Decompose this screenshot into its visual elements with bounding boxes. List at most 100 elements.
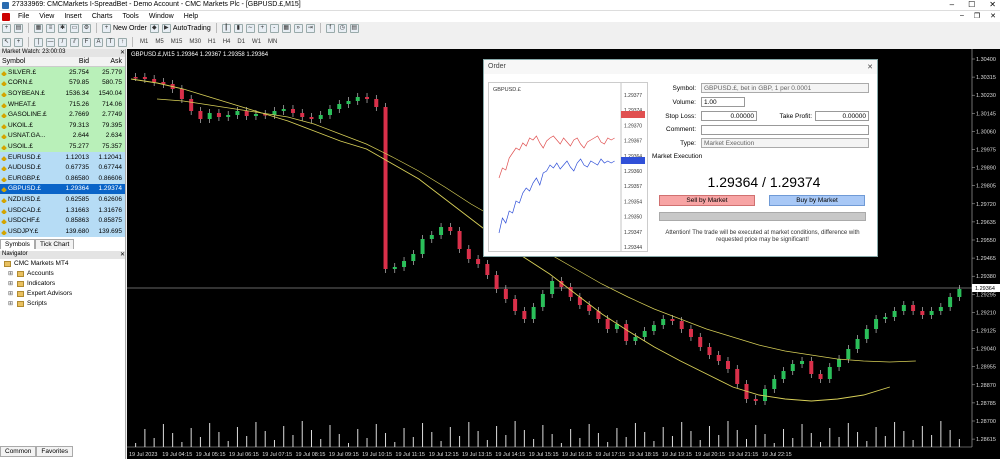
navigator-icon[interactable]: ✱	[58, 23, 67, 33]
line-chart-icon[interactable]: ∼	[245, 23, 255, 33]
zoom-in-icon[interactable]: +	[257, 23, 267, 33]
market-watch-row[interactable]: GBPUSD.£ 1.29364 1.29374	[0, 183, 125, 195]
tf-h4[interactable]: H4	[222, 39, 231, 45]
templates-icon[interactable]: ▤	[349, 23, 359, 33]
channel-icon[interactable]: ⫽	[70, 37, 79, 47]
market-watch-row[interactable]: EURGBP.£ 0.86580 0.86606	[0, 172, 125, 184]
navigator-item-accounts[interactable]: ⊞ Accounts	[0, 269, 125, 279]
stop-loss-input[interactable]: 0.00000	[701, 111, 757, 121]
col-symbol[interactable]: Symbol	[2, 58, 26, 65]
market-watch-row[interactable]: CORN.£ 579.85 580.75	[0, 77, 125, 89]
mdi-minimize-icon[interactable]: –	[959, 12, 964, 19]
take-profit-input[interactable]: 0.00000	[815, 111, 869, 121]
market-watch-row[interactable]: EURUSD.£ 1.12013 1.12041	[0, 151, 125, 163]
indicators-icon[interactable]: f	[325, 23, 335, 33]
menu-tools[interactable]: Tools	[122, 13, 139, 20]
mdi-restore-icon[interactable]: ❐	[973, 13, 981, 20]
close-icon[interactable]: ✕	[867, 64, 873, 71]
navigator-item-expert-advisors[interactable]: ⊞ Expert Advisors	[0, 289, 125, 299]
tf-m15[interactable]: M15	[170, 39, 183, 45]
maximize-icon[interactable]: ☐	[968, 0, 976, 9]
candle-body	[513, 299, 518, 311]
vertical-line-icon[interactable]: |	[34, 37, 43, 47]
symbol-select[interactable]: GBPUSD.£, bet in GBP, 1 per 0.0001	[701, 83, 869, 93]
market-watch-row[interactable]: USDJPY.£ 139.680 139.695	[0, 225, 125, 237]
menu-help[interactable]: Help	[183, 13, 199, 20]
autoscroll-icon[interactable]: »	[293, 23, 303, 33]
new-chart-icon[interactable]: +	[2, 23, 11, 33]
price-tick-label: 1.30400	[976, 57, 996, 63]
ask-value: 0.86606	[98, 174, 123, 182]
navigator-root[interactable]: CMC Markets MT4	[0, 259, 125, 269]
periods-icon[interactable]: ◷	[337, 23, 347, 33]
market-watch-row[interactable]: USNAT.GA... 2.644 2.634	[0, 130, 125, 142]
market-watch-row[interactable]: SILVER.£ 25.754 25.779	[0, 67, 125, 78]
fibonacci-icon[interactable]: F	[82, 37, 91, 47]
autotrading-button[interactable]: ▶ AutoTrading	[161, 23, 211, 33]
market-watch-row[interactable]: AUDUSD.£ 0.67735 0.67744	[0, 162, 125, 173]
horizontal-line-icon[interactable]: —	[46, 37, 55, 47]
sell-by-market-button[interactable]: Sell by Market	[659, 195, 755, 206]
tab-favorites[interactable]: Favorites	[36, 446, 74, 457]
text-icon[interactable]: A	[94, 37, 103, 47]
profiles-icon[interactable]: ▤	[14, 23, 23, 33]
menu-insert[interactable]: Insert	[64, 13, 82, 20]
tf-h1[interactable]: H1	[208, 39, 216, 45]
tile-windows-icon[interactable]: ▦	[281, 23, 291, 33]
mdi-close-icon[interactable]: ✕	[990, 13, 996, 20]
market-watch-row[interactable]: USOIL.£ 75.277 75.357	[0, 141, 125, 152]
tab-tick-chart[interactable]: Tick Chart	[34, 238, 75, 249]
close-icon[interactable]: ✕	[119, 50, 125, 56]
data-window-icon[interactable]: ≡	[46, 23, 55, 33]
market-watch-row[interactable]: UKOIL.£ 79.313 79.395	[0, 119, 125, 131]
trendline-icon[interactable]: /	[58, 37, 67, 47]
bar-chart-icon[interactable]: ┃	[221, 23, 231, 33]
navigator-item-indicators[interactable]: ⊞ Indicators	[0, 279, 125, 289]
menu-charts[interactable]: Charts	[91, 13, 113, 20]
market-watch-row[interactable]: WHEAT.£ 715.26 714.06	[0, 98, 125, 110]
tf-w1[interactable]: W1	[252, 39, 262, 45]
candle-body	[651, 325, 656, 331]
tf-m5[interactable]: M5	[155, 39, 164, 45]
col-ask[interactable]: Ask	[110, 58, 122, 65]
tester-icon[interactable]: ⚙	[82, 23, 91, 33]
tab-common[interactable]: Common	[0, 446, 37, 457]
volume-input[interactable]: 1.00	[701, 97, 745, 107]
chart-shift-icon[interactable]: ⇥	[305, 23, 315, 33]
market-watch-row[interactable]: GASOLINE.£ 2.7669 2.7749	[0, 109, 125, 120]
buy-by-market-button[interactable]: Buy by Market	[769, 195, 865, 206]
expand-icon[interactable]: ⊞	[8, 301, 14, 307]
tf-m1[interactable]: M1	[140, 39, 149, 45]
market-watch-row[interactable]: NZDUSD.£ 0.62585 0.62606	[0, 194, 125, 205]
cursor-icon[interactable]: ↖	[2, 37, 11, 47]
zoom-out-icon[interactable]: -	[269, 23, 279, 33]
market-watch-row[interactable]: USDCAD.£ 1.31663 1.31676	[0, 204, 125, 216]
menu-view[interactable]: View	[39, 13, 55, 20]
comment-input[interactable]	[701, 125, 869, 135]
menu-window[interactable]: Window	[148, 13, 174, 20]
arrows-icon[interactable]: ↑	[118, 37, 127, 47]
close-icon[interactable]: ✕	[119, 251, 125, 258]
tf-d1[interactable]: D1	[237, 39, 246, 45]
expand-icon[interactable]: ⊞	[8, 271, 14, 277]
tf-mn[interactable]: MN	[268, 39, 278, 45]
tab-symbols[interactable]: Symbols	[0, 238, 35, 249]
type-select[interactable]: Market Execution	[701, 138, 869, 148]
tf-m30[interactable]: M30	[189, 39, 202, 45]
new-order-button[interactable]: + New Order	[102, 23, 147, 33]
metaeditor-icon[interactable]: ◆	[149, 23, 159, 33]
close-icon[interactable]: ✕	[989, 0, 996, 9]
expand-icon[interactable]: ⊞	[8, 281, 14, 287]
market-watch-row[interactable]: USDCHF.£ 0.85863 0.85875	[0, 215, 125, 226]
crosshair-icon[interactable]: +	[14, 37, 23, 47]
col-bid[interactable]: Bid	[78, 58, 89, 65]
terminal-icon[interactable]: ▭	[70, 23, 79, 33]
navigator-item-scripts[interactable]: ⊞ Scripts	[0, 299, 125, 309]
market-watch-icon[interactable]: ▦	[34, 23, 43, 33]
expand-icon[interactable]: ⊞	[8, 291, 14, 297]
label-icon[interactable]: T	[106, 37, 115, 47]
candlestick-icon[interactable]: ▮	[233, 23, 243, 33]
minimize-icon[interactable]: –	[949, 0, 955, 9]
menu-file[interactable]: File	[18, 13, 30, 20]
market-watch-row[interactable]: SOYBEAN.£ 1536.34 1540.04	[0, 88, 125, 99]
